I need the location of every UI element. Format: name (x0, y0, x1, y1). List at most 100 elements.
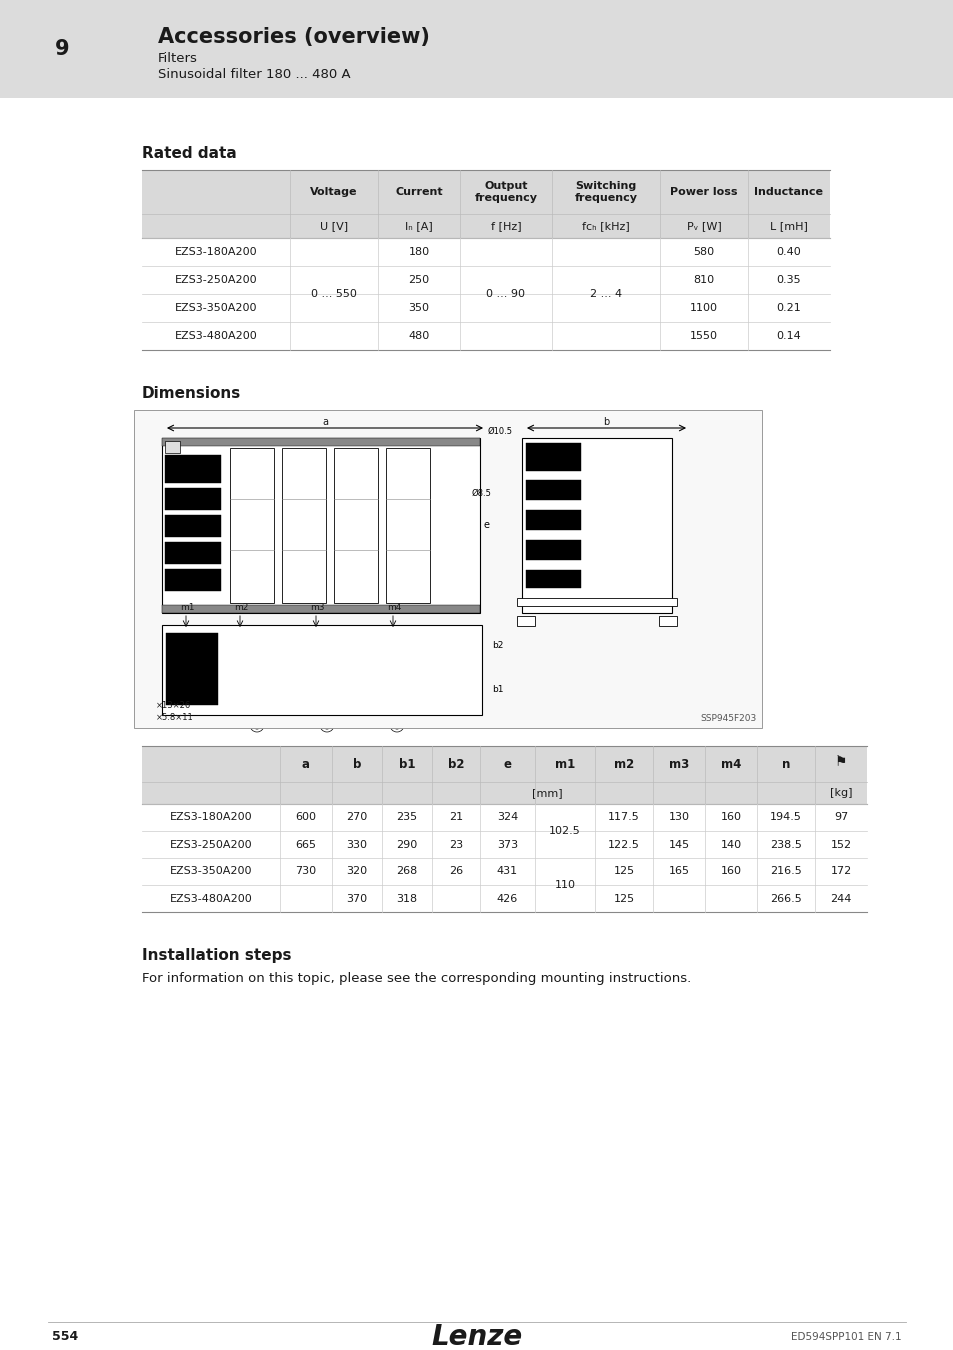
Text: 426: 426 (497, 894, 517, 903)
Bar (525, 540, 580, 560)
Text: m2: m2 (613, 757, 634, 771)
Text: 330: 330 (346, 840, 367, 849)
Text: 730: 730 (295, 867, 316, 876)
Ellipse shape (242, 637, 292, 702)
Bar (659, 616, 677, 626)
Text: 26: 26 (449, 867, 462, 876)
Circle shape (315, 618, 326, 628)
Text: m3: m3 (310, 603, 324, 613)
Bar (165, 514, 221, 537)
Text: n: n (781, 757, 789, 771)
Text: Inductance: Inductance (754, 188, 822, 197)
Ellipse shape (390, 652, 416, 687)
Bar (162, 437, 479, 613)
Text: 554: 554 (52, 1331, 78, 1343)
Text: m4: m4 (720, 757, 740, 771)
Text: 318: 318 (396, 894, 417, 903)
Text: f [Hz]: f [Hz] (490, 221, 520, 231)
Bar (162, 437, 479, 446)
Text: 160: 160 (720, 867, 740, 876)
Bar (142, 832, 866, 859)
Text: 0.40: 0.40 (776, 247, 801, 256)
Text: 320: 320 (346, 867, 367, 876)
Bar (142, 886, 866, 913)
Text: 600: 600 (295, 813, 316, 822)
Circle shape (323, 721, 331, 729)
Bar (142, 859, 866, 886)
Text: 180: 180 (408, 247, 429, 256)
Text: 0 ... 550: 0 ... 550 (311, 289, 356, 298)
Text: b1: b1 (398, 757, 415, 771)
Text: EZS3-350A200: EZS3-350A200 (170, 867, 252, 876)
Text: Switching
frequency: Switching frequency (574, 181, 637, 202)
Text: 235: 235 (396, 813, 417, 822)
Bar (142, 266, 829, 294)
Text: 431: 431 (497, 867, 517, 876)
Text: 125: 125 (613, 867, 634, 876)
Text: 117.5: 117.5 (607, 813, 639, 822)
Bar (517, 598, 677, 606)
Text: m4: m4 (387, 603, 401, 613)
Text: 268: 268 (395, 867, 417, 876)
Bar (165, 487, 221, 510)
Bar (142, 238, 829, 266)
Text: ED594SPP101 EN 7.1: ED594SPP101 EN 7.1 (791, 1332, 901, 1342)
Text: 97: 97 (833, 813, 847, 822)
Text: 1550: 1550 (689, 331, 718, 342)
Text: EZS3-250A200: EZS3-250A200 (170, 840, 252, 849)
Text: EZS3-180A200: EZS3-180A200 (174, 247, 257, 256)
Circle shape (253, 721, 261, 729)
Text: 480: 480 (408, 331, 429, 342)
Bar (142, 805, 866, 832)
Text: 194.5: 194.5 (769, 813, 801, 822)
Text: m3: m3 (668, 757, 688, 771)
Bar (525, 443, 580, 471)
Ellipse shape (322, 652, 347, 687)
Bar (162, 625, 481, 716)
Text: 250: 250 (408, 275, 429, 285)
Text: m1: m1 (180, 603, 194, 613)
Text: 0.21: 0.21 (776, 302, 801, 313)
Text: e: e (503, 757, 511, 771)
Bar (133, 410, 761, 728)
Text: [mm]: [mm] (532, 788, 562, 798)
Text: 244: 244 (829, 894, 851, 903)
Text: 125: 125 (613, 894, 634, 903)
Text: 102.5: 102.5 (549, 826, 580, 836)
Text: Pᵥ [W]: Pᵥ [W] (686, 221, 720, 231)
Bar (386, 448, 430, 603)
Ellipse shape (377, 637, 428, 702)
Text: b: b (602, 417, 609, 427)
Bar (165, 441, 180, 454)
Text: EZS3-480A200: EZS3-480A200 (174, 331, 257, 342)
Circle shape (424, 618, 435, 628)
Bar (142, 294, 829, 323)
Bar (142, 170, 829, 238)
Text: a: a (302, 757, 310, 771)
Text: Dimensions: Dimensions (142, 386, 241, 401)
Text: L [mH]: L [mH] (769, 221, 807, 231)
Text: b: b (353, 757, 361, 771)
Bar (142, 323, 829, 350)
Bar (525, 510, 580, 531)
Bar (165, 541, 221, 564)
Text: 172: 172 (829, 867, 851, 876)
Text: 290: 290 (395, 840, 417, 849)
Bar (230, 448, 274, 603)
Text: 140: 140 (720, 840, 740, 849)
Text: Rated data: Rated data (142, 146, 236, 161)
Text: 160: 160 (720, 813, 740, 822)
Bar (521, 437, 671, 613)
Text: 324: 324 (497, 813, 517, 822)
Text: 266.5: 266.5 (769, 894, 801, 903)
Text: EZS3-480A200: EZS3-480A200 (170, 894, 253, 903)
Text: 23: 23 (449, 840, 462, 849)
Text: 350: 350 (408, 302, 429, 313)
Text: 145: 145 (668, 840, 689, 849)
Text: For information on this topic, please see the corresponding mounting instruction: For information on this topic, please se… (142, 972, 691, 986)
Text: [kg]: [kg] (829, 788, 851, 798)
Text: 2 ... 4: 2 ... 4 (589, 289, 621, 298)
Circle shape (393, 721, 400, 729)
Text: 216.5: 216.5 (769, 867, 801, 876)
Text: 0 ... 90: 0 ... 90 (486, 289, 525, 298)
